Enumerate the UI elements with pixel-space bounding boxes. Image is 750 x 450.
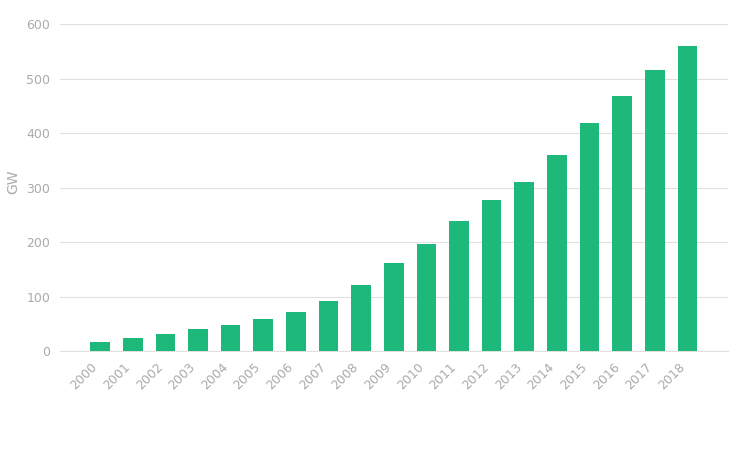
Bar	[449, 221, 469, 351]
Bar	[612, 96, 632, 351]
Bar	[416, 244, 436, 351]
Bar	[351, 284, 371, 351]
Bar	[319, 301, 338, 351]
Bar	[547, 155, 567, 351]
Bar	[645, 70, 664, 351]
Bar	[254, 320, 273, 351]
Bar	[188, 329, 208, 351]
Bar	[514, 182, 534, 351]
Bar	[482, 200, 502, 351]
Bar	[580, 123, 599, 351]
Bar	[384, 263, 404, 351]
Bar	[123, 338, 142, 351]
Bar	[677, 45, 698, 351]
Y-axis label: GW: GW	[7, 170, 21, 194]
Bar	[155, 333, 176, 351]
Bar	[90, 342, 110, 351]
Bar	[286, 312, 306, 351]
Bar	[220, 325, 241, 351]
